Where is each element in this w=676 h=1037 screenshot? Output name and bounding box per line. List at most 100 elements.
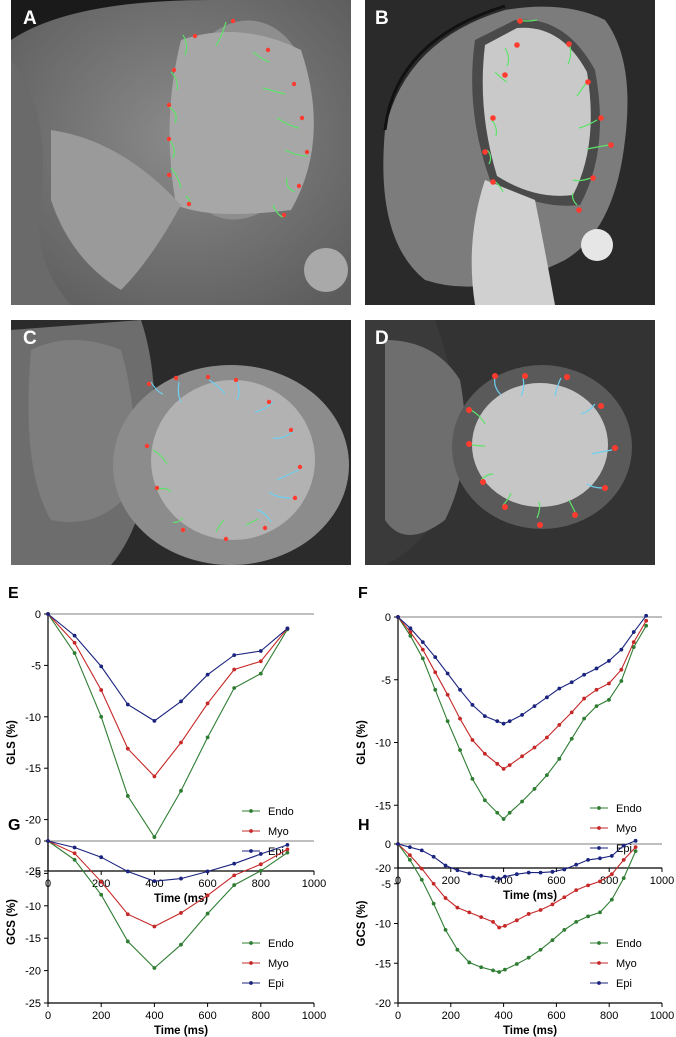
data-point-epi bbox=[125, 702, 130, 707]
data-point-myo bbox=[458, 716, 462, 721]
legend-marker-epi bbox=[249, 981, 253, 985]
y-axis-title: GLS (%) bbox=[356, 720, 368, 765]
data-point-endo bbox=[232, 883, 237, 887]
data-point-myo bbox=[497, 925, 502, 930]
data-point-epi bbox=[99, 855, 104, 860]
data-point-myo bbox=[420, 647, 425, 652]
series-line-epi bbox=[47, 613, 288, 722]
data-point-endo bbox=[152, 835, 157, 839]
y-tick-label: -15 bbox=[375, 800, 391, 812]
y-tick-label: -20 bbox=[375, 863, 391, 875]
data-point-epi bbox=[125, 869, 130, 874]
data-point-endo bbox=[285, 850, 290, 855]
data-point-endo bbox=[458, 748, 462, 752]
data-point-epi bbox=[99, 664, 104, 669]
data-point-myo bbox=[407, 853, 412, 858]
data-point-myo bbox=[514, 918, 519, 923]
data-point-epi bbox=[258, 852, 263, 856]
y-tick-label: -20 bbox=[25, 966, 41, 978]
data-point-myo bbox=[470, 738, 475, 742]
data-point-endo bbox=[609, 897, 614, 902]
data-point-myo bbox=[594, 687, 599, 692]
image-panel-d: D bbox=[365, 320, 655, 565]
legend-label-endo: Endo bbox=[616, 803, 642, 815]
y-tick-label: -25 bbox=[25, 866, 41, 878]
data-point-epi bbox=[526, 870, 531, 875]
y-axis-title: GLS (%) bbox=[6, 720, 18, 765]
data-point-myo bbox=[232, 873, 237, 878]
data-point-endo bbox=[503, 967, 507, 972]
x-axis-title: Time (ms) bbox=[154, 1025, 208, 1037]
data-point-epi bbox=[46, 612, 50, 616]
legend-label-myo: Myo bbox=[616, 958, 637, 970]
data-point-myo bbox=[419, 866, 424, 871]
legend-marker-epi bbox=[249, 849, 253, 853]
data-point-myo bbox=[503, 923, 507, 928]
series-line-epi bbox=[397, 615, 647, 725]
data-point-epi bbox=[582, 672, 587, 677]
data-point-endo bbox=[557, 756, 562, 761]
data-point-myo bbox=[550, 902, 555, 907]
data-point-endo bbox=[582, 716, 587, 721]
data-point-epi bbox=[205, 672, 210, 677]
data-point-endo bbox=[594, 704, 599, 709]
data-point-myo bbox=[285, 847, 290, 852]
ct-long-axis-image bbox=[11, 0, 351, 305]
data-point-myo bbox=[232, 667, 237, 672]
image-panel-b: B bbox=[365, 0, 655, 305]
data-point-epi bbox=[46, 839, 50, 843]
data-point-myo bbox=[482, 751, 487, 756]
data-point-epi bbox=[532, 704, 537, 709]
data-point-endo bbox=[544, 773, 549, 778]
data-point-endo bbox=[125, 794, 130, 798]
legend-marker-myo bbox=[597, 961, 601, 965]
data-point-epi bbox=[569, 680, 574, 685]
data-point-epi bbox=[152, 719, 157, 723]
y-tick-label: 0 bbox=[385, 612, 391, 624]
panel-label-b: B bbox=[375, 8, 389, 29]
data-point-endo bbox=[619, 679, 624, 683]
data-point-epi bbox=[491, 875, 495, 880]
panel-label-a: A bbox=[23, 8, 37, 29]
data-point-myo bbox=[557, 723, 562, 727]
legend-marker-endo bbox=[249, 941, 253, 945]
panel-label-c: C bbox=[23, 328, 37, 349]
legend-label-endo: Endo bbox=[616, 938, 642, 950]
data-point-epi bbox=[598, 856, 602, 861]
x-tick-label: 400 bbox=[145, 1010, 163, 1022]
x-tick-label: 600 bbox=[198, 1010, 216, 1022]
data-point-epi bbox=[586, 858, 590, 862]
data-point-endo bbox=[72, 857, 77, 862]
y-tick-label: -15 bbox=[25, 933, 41, 945]
data-point-epi bbox=[420, 640, 425, 644]
data-point-myo bbox=[609, 872, 614, 877]
data-point-epi bbox=[644, 613, 649, 618]
series-line-endo bbox=[47, 613, 288, 839]
data-point-endo bbox=[258, 868, 263, 873]
data-point-myo bbox=[631, 640, 636, 644]
data-point-myo bbox=[125, 912, 130, 917]
data-point-myo bbox=[408, 630, 413, 634]
legend-label-epi: Epi bbox=[616, 843, 632, 855]
data-point-epi bbox=[497, 877, 502, 881]
y-axis-title: GCS (%) bbox=[356, 900, 368, 946]
data-point-endo bbox=[408, 633, 413, 638]
cmr-long-axis-image bbox=[365, 0, 655, 305]
data-point-epi bbox=[621, 843, 626, 848]
data-point-epi bbox=[443, 863, 448, 868]
x-tick-label: 200 bbox=[92, 878, 110, 890]
image-panel-a: A bbox=[11, 0, 351, 305]
legend-label-myo: Myo bbox=[268, 826, 289, 838]
data-point-epi bbox=[619, 647, 624, 652]
data-point-myo bbox=[125, 746, 130, 751]
x-tick-label: 0 bbox=[395, 1010, 401, 1022]
data-point-epi bbox=[470, 702, 475, 707]
data-point-myo bbox=[443, 896, 448, 900]
y-tick-label: -10 bbox=[375, 738, 391, 750]
data-point-endo bbox=[179, 942, 183, 947]
data-point-myo bbox=[532, 745, 537, 750]
data-point-endo bbox=[569, 736, 574, 741]
y-tick-label: -5 bbox=[381, 879, 391, 891]
data-point-epi bbox=[562, 867, 567, 872]
